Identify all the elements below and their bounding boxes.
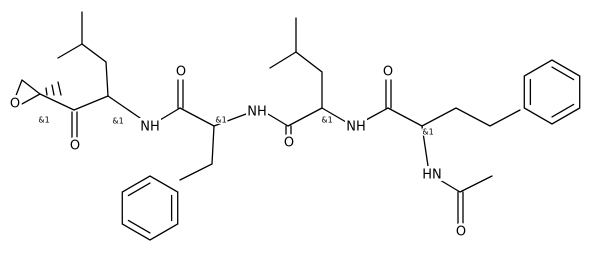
stereo-label: &1 (321, 116, 332, 125)
aromatic-bond (127, 219, 151, 234)
aromatic-bond (127, 182, 151, 197)
atom-label: O (284, 136, 294, 151)
atom-label: NH (140, 120, 160, 135)
atom-label: NH (247, 105, 267, 120)
benzene-ring (523, 59, 581, 125)
atom-label: O (456, 225, 466, 240)
aromatic-bond (551, 103, 575, 118)
atom-label: O (10, 97, 20, 112)
atom-label: O (70, 139, 80, 154)
stereo-label: &1 (215, 116, 226, 125)
bonds (14, 11, 581, 241)
stereo-label: &1 (112, 117, 123, 126)
stereo-label: &1 (38, 116, 49, 125)
stereo-label: &1 (422, 128, 433, 137)
aromatic-bond (551, 66, 575, 81)
benzene-ring (121, 175, 179, 241)
atom-label: NH (346, 120, 366, 135)
atom-label: HN (422, 168, 442, 183)
atom-label: O (383, 65, 393, 80)
atom-label: O (176, 65, 186, 80)
